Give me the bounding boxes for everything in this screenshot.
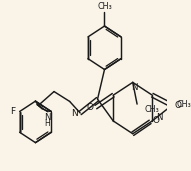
Text: O: O	[174, 101, 181, 110]
Text: F: F	[10, 107, 15, 116]
Text: N: N	[156, 113, 162, 122]
Text: CH₃: CH₃	[97, 2, 112, 11]
Text: CH₃: CH₃	[177, 100, 191, 109]
Text: N: N	[131, 83, 138, 92]
Text: O: O	[86, 103, 93, 111]
Text: H: H	[45, 119, 50, 128]
Text: O: O	[153, 116, 160, 125]
Text: N: N	[71, 109, 78, 119]
Text: CH₃: CH₃	[144, 104, 159, 114]
Text: N: N	[44, 113, 51, 122]
